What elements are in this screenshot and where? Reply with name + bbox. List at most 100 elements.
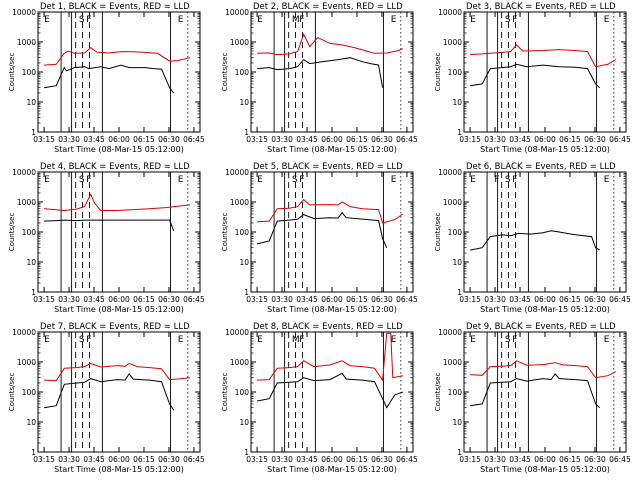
x-tick-label: 03:30 — [58, 295, 80, 304]
y-tick-label: 10 — [26, 418, 36, 427]
panel-title: Det 1, BLACK = Events, RED = LLD — [40, 2, 190, 12]
x-tick-label: 03:45 — [83, 135, 105, 144]
x-axis-label: Start Time (08-Mar-15 05:12:00) — [480, 465, 610, 474]
x-tick-label: 03:15 — [33, 135, 55, 144]
plot-frame — [37, 331, 201, 453]
panel-title: Det 9, BLACK = Events, RED = LLD — [466, 322, 616, 332]
interval-marker-label: E — [391, 15, 397, 25]
x-tick-label: 06:30 — [584, 295, 606, 304]
y-tick-label: 10000 — [438, 168, 462, 177]
x-tick-label: 06:15 — [133, 295, 155, 304]
x-tick-label: 06:45 — [183, 295, 205, 304]
interval-marker-label: F — [86, 175, 91, 185]
x-tick-label: 03:45 — [509, 455, 531, 464]
interval-marker-label: S — [505, 15, 511, 25]
x-tick-label: 03:15 — [246, 135, 268, 144]
y-tick-label: 1 — [457, 128, 462, 137]
x-tick-label: 06:15 — [559, 295, 581, 304]
y-axis-label: Counts/sec — [434, 213, 442, 252]
interval-marker-label: E — [391, 175, 397, 185]
y-axis-label: Counts/sec — [8, 53, 16, 92]
x-tick-label: 06:15 — [346, 455, 368, 464]
x-tick-label: 06:15 — [133, 455, 155, 464]
x-tick-label: 03:45 — [83, 455, 105, 464]
panel-title: Det 6, BLACK = Events, RED = LLD — [466, 162, 616, 172]
interval-marker-label: E — [178, 175, 184, 185]
interval-marker-label: E — [391, 335, 397, 345]
y-tick-label: 1 — [31, 448, 36, 457]
series-line-events — [44, 64, 175, 94]
y-tick-label: 1000 — [230, 358, 249, 367]
x-tick-label: 06:30 — [158, 455, 180, 464]
y-axis-label: Counts/sec — [434, 373, 442, 412]
series-line-lld — [257, 332, 403, 382]
x-tick-label: 06:00 — [108, 295, 130, 304]
x-axis-label: Start Time (08-Mar-15 05:12:00) — [267, 305, 397, 314]
interval-marker-label: F — [512, 175, 517, 185]
x-tick-label: 03:45 — [509, 135, 531, 144]
x-tick-label: 06:00 — [108, 135, 130, 144]
panel-title: Det 2, BLACK = Events, RED = LLD — [253, 2, 403, 12]
y-axis-label: Counts/sec — [221, 373, 229, 412]
x-tick-label: 03:45 — [296, 295, 318, 304]
y-tick-label: 10 — [452, 418, 462, 427]
x-tick-label: 06:45 — [609, 135, 631, 144]
x-axis-label: Start Time (08-Mar-15 05:12:00) — [267, 145, 397, 154]
y-tick-label: 1000 — [230, 198, 249, 207]
x-tick-label: 03:30 — [271, 135, 293, 144]
interval-marker-label: M — [292, 15, 300, 25]
plot-frame — [37, 171, 201, 293]
interval-marker-label: E — [470, 335, 476, 345]
series-line-lld — [44, 362, 190, 382]
x-tick-label: 06:00 — [534, 135, 556, 144]
y-tick-label: 100 — [448, 228, 463, 237]
interval-marker-label: E — [44, 335, 50, 345]
x-tick-label: 06:15 — [133, 135, 155, 144]
y-tick-label: 10000 — [225, 8, 249, 17]
interval-marker-label: F — [512, 15, 517, 25]
interval-marker-label: S — [79, 335, 85, 345]
y-tick-label: 1000 — [17, 198, 36, 207]
panel-title: Det 3, BLACK = Events, RED = LLD — [466, 2, 616, 12]
y-tick-label: 10000 — [12, 328, 36, 337]
series-line-lld — [44, 193, 190, 212]
series-line-lld — [44, 46, 191, 66]
plot-frame — [250, 11, 414, 133]
x-tick-label: 03:30 — [484, 295, 506, 304]
y-tick-label: 100 — [22, 228, 37, 237]
x-tick-label: 03:30 — [484, 455, 506, 464]
interval-marker-label: M — [292, 335, 300, 345]
x-tick-label: 06:30 — [158, 135, 180, 144]
detector-panel-9: Det 9, BLACK = Events, RED = LLD 1 10 100 10… — [434, 322, 631, 474]
y-tick-label: 100 — [235, 388, 250, 397]
x-tick-label: 03:30 — [271, 295, 293, 304]
x-tick-label: 06:30 — [584, 455, 606, 464]
y-tick-label: 100 — [235, 228, 250, 237]
y-tick-label: 1000 — [17, 358, 36, 367]
interval-marker-label: E — [604, 175, 610, 185]
plot-frame — [250, 331, 414, 453]
x-tick-label: 03:15 — [33, 455, 55, 464]
panel-title: Det 4, BLACK = Events, RED = LLD — [40, 162, 190, 172]
x-tick-label: 06:45 — [396, 295, 418, 304]
series-line-events — [44, 219, 175, 231]
series-line-events — [470, 63, 601, 89]
interval-marker-label: E — [470, 15, 476, 25]
x-tick-label: 06:45 — [183, 455, 205, 464]
series-line-events — [470, 373, 601, 409]
x-tick-label: 06:15 — [559, 135, 581, 144]
panel-title: Det 7, BLACK = Events, RED = LLD — [40, 322, 190, 332]
interval-marker-label: E — [604, 15, 610, 25]
detector-panel-3: Det 3, BLACK = Events, RED = LLD 1 10 100 10… — [434, 2, 631, 154]
x-tick-label: 06:00 — [534, 295, 556, 304]
x-tick-label: 06:45 — [183, 135, 205, 144]
x-tick-label: 03:45 — [296, 135, 318, 144]
interval-marker-label: E — [604, 335, 610, 345]
interval-marker-label: F — [86, 335, 91, 345]
x-tick-label: 06:45 — [396, 135, 418, 144]
y-tick-label: 1 — [244, 448, 249, 457]
interval-marker-label: S — [505, 175, 511, 185]
panel-title: Det 8, BLACK = Events, RED = LLD — [253, 322, 403, 332]
y-tick-label: 10000 — [438, 328, 462, 337]
